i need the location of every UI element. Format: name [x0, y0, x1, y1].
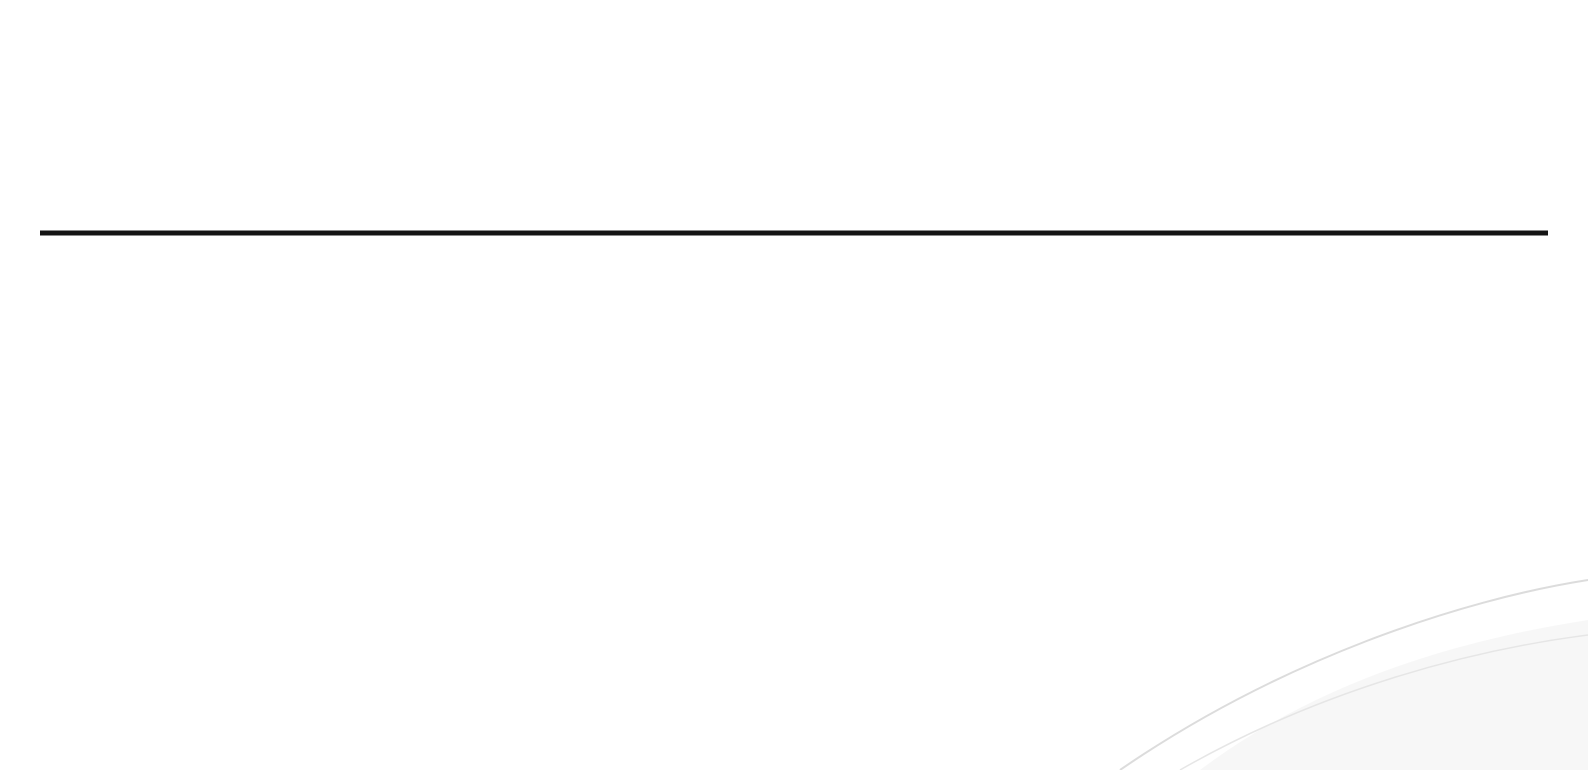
architecture-diagram — [0, 0, 1588, 770]
swoosh-icon — [1200, 620, 1588, 770]
